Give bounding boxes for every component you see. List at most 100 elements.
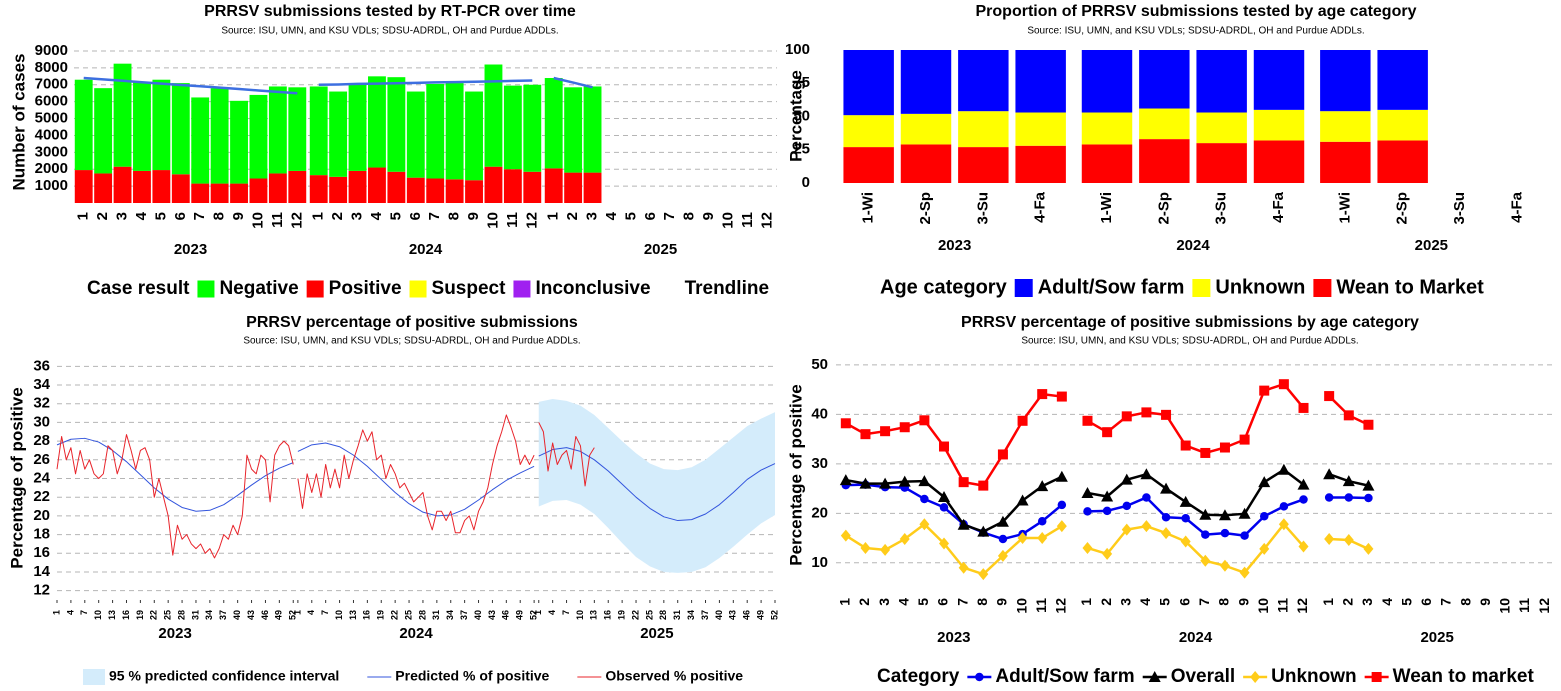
bar-segment: [900, 144, 952, 183]
x-tick-label: 9: [1235, 598, 1251, 606]
series-line: [845, 392, 1063, 487]
year-label: 2024: [1176, 237, 1210, 254]
x-tick-label: 8: [974, 598, 990, 606]
x-tick-label: 5: [1157, 598, 1173, 606]
chart-panel: PRRSV submissions tested by RT-PCR over …: [9, 3, 777, 299]
marker: [1161, 513, 1171, 522]
x-tick-label: 1: [1078, 598, 1094, 606]
x-tick-label: 9: [465, 212, 482, 220]
year-label: 2023: [938, 237, 971, 254]
x-tick-label: 16: [362, 610, 372, 620]
bar-segment: [1253, 109, 1305, 141]
marker: [860, 541, 871, 554]
x-tick-label: 16: [121, 610, 131, 620]
x-tick-label: 13: [107, 610, 117, 620]
marker: [1083, 507, 1092, 516]
bar-segment: [191, 183, 210, 203]
legend-label: Predicted % of positive: [395, 668, 549, 684]
x-tick-label: 10: [484, 212, 501, 229]
legend-label: Adult/Sow farm: [1038, 276, 1185, 298]
bar-segment: [288, 87, 307, 171]
series-line: [297, 442, 535, 517]
marker: [1343, 410, 1354, 421]
marker: [920, 494, 929, 504]
x-tick-label: 1-Wi: [860, 192, 877, 224]
x-tick-label: 7: [191, 212, 208, 220]
bar-segment: [503, 85, 522, 170]
bar-segment: [1253, 140, 1305, 183]
bar-segment: [1377, 109, 1428, 141]
bar-segment: [387, 171, 406, 203]
x-tick-label: 7: [426, 212, 443, 220]
x-tick-label: 49: [755, 610, 765, 620]
bar-segment: [1139, 108, 1190, 140]
y-tick-label: 20: [811, 504, 828, 521]
legend-swatch: [1313, 279, 1332, 297]
x-tick-label: 28: [176, 610, 186, 620]
y-tick-label: 6000: [35, 93, 68, 110]
marker: [880, 426, 891, 437]
x-tick-label: 7: [1438, 598, 1454, 606]
marker: [978, 480, 989, 491]
x-tick-label: 49: [515, 610, 525, 620]
bar-segment: [564, 172, 583, 203]
marker: [1037, 389, 1048, 400]
marker: [1082, 541, 1093, 554]
bar-segment: [191, 97, 210, 184]
marker: [1324, 533, 1335, 546]
x-tick-label: 22: [630, 610, 640, 620]
chart-title: Proportion of PRRSV submissions tested b…: [976, 3, 1417, 20]
bar-segment: [523, 171, 542, 203]
chart-panel: PRRSV percentage of positive submissions…: [786, 314, 1555, 687]
x-tick-label: 5: [915, 598, 931, 606]
marker: [1324, 391, 1335, 402]
bar-segment: [1196, 50, 1247, 113]
y-tick-label: 10: [811, 554, 828, 571]
bar-segment: [958, 111, 1009, 148]
x-tick-label: 2: [1098, 598, 1114, 606]
year-label: 2024: [1179, 629, 1213, 646]
bar-segment: [1015, 50, 1066, 113]
x-tick-label: 8: [1457, 598, 1473, 606]
x-tick-label: 11: [504, 212, 521, 228]
bar-segment: [268, 173, 287, 203]
bar-segment: [249, 94, 268, 179]
x-tick-label: 37: [459, 610, 469, 620]
x-tick-label: 6: [935, 598, 951, 606]
chart-title: PRRSV submissions tested by RT-PCR over …: [204, 3, 576, 20]
legend-label: Wean to Market: [1336, 276, 1484, 298]
marker: [1102, 506, 1112, 516]
legend-label: Unknown: [1215, 276, 1305, 298]
marker: [958, 561, 969, 574]
marker: [899, 422, 910, 433]
marker: [1037, 516, 1047, 526]
legend-swatch: [306, 280, 324, 298]
x-tick-label: 40: [232, 610, 242, 620]
bar-segment: [1139, 50, 1190, 109]
x-tick-label: 2: [856, 598, 872, 606]
x-tick-label: 1: [1320, 598, 1336, 606]
y-tick-label: 12: [33, 582, 50, 599]
y-tick-label: 14: [33, 563, 50, 580]
marker: [1342, 475, 1355, 487]
marker: [1141, 520, 1152, 533]
x-tick-label: 3: [876, 598, 892, 606]
x-tick-label: 16: [603, 610, 613, 620]
y-tick-label: 0: [802, 174, 810, 191]
x-tick-label: 46: [260, 610, 270, 620]
x-tick-label: 12: [758, 212, 775, 229]
marker: [919, 518, 930, 531]
bar-segment: [1015, 112, 1066, 146]
marker: [1238, 507, 1251, 519]
x-tick-label: 4: [1379, 598, 1395, 606]
marker: [1101, 490, 1114, 502]
series-line: [1087, 522, 1305, 574]
bar-segment: [309, 175, 328, 203]
marker: [1219, 559, 1230, 572]
year-label: 2024: [399, 625, 433, 642]
x-tick-label: 5: [387, 212, 404, 220]
x-tick-label: 3: [114, 212, 131, 220]
bar-segment: [268, 86, 287, 174]
bar-segment: [309, 86, 328, 176]
